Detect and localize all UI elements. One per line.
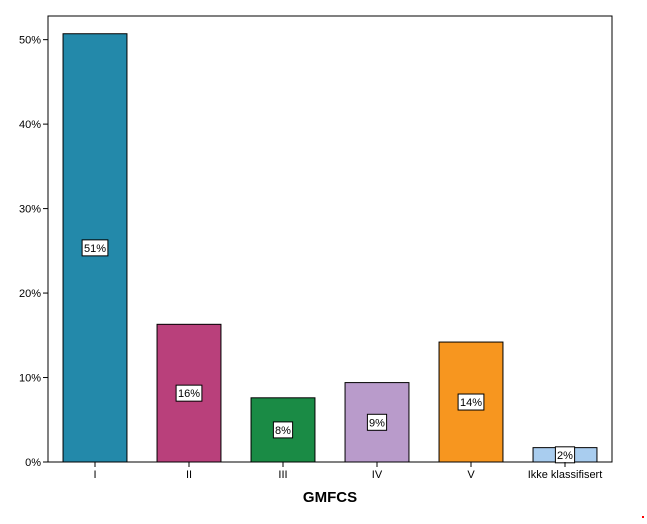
x-tick-label: II <box>186 469 192 481</box>
data-label-box <box>366 413 388 431</box>
data-label-box <box>81 239 109 257</box>
x-tick-label: V <box>467 469 475 481</box>
corner-mark <box>642 516 644 518</box>
data-label: 51% <box>84 243 106 255</box>
data-label-box <box>175 384 203 402</box>
y-tick-label: 20% <box>19 288 41 300</box>
data-label: 9% <box>369 417 385 429</box>
bars-group: 51% 16% 8% 9% 14% 2% <box>62 33 598 464</box>
bar-2 <box>156 323 222 463</box>
x-tick-label: Ikke klassifisert <box>528 469 603 481</box>
x-axis: I II III IV V Ikke klassifisert <box>93 462 602 481</box>
x-tick-label: I <box>93 469 96 481</box>
data-label-box <box>457 393 485 411</box>
y-tick-label: 40% <box>19 119 41 131</box>
y-tick-label: 0% <box>25 457 41 469</box>
plot-frame <box>47 15 613 463</box>
y-axis: 0% 10% 20% 30% 40% 50% <box>19 35 48 469</box>
x-tick-label: III <box>278 469 287 481</box>
x-tick-label: IV <box>372 469 383 481</box>
data-label: 14% <box>460 397 482 409</box>
y-tick-label: 30% <box>19 204 41 216</box>
y-tick-label: 10% <box>19 373 41 385</box>
data-label: 16% <box>178 388 200 400</box>
x-axis-label: GMFCS <box>303 489 357 506</box>
data-label: 8% <box>275 425 291 437</box>
y-tick-label: 50% <box>19 35 41 47</box>
data-label: 2% <box>557 450 573 462</box>
data-label-box <box>272 421 294 439</box>
